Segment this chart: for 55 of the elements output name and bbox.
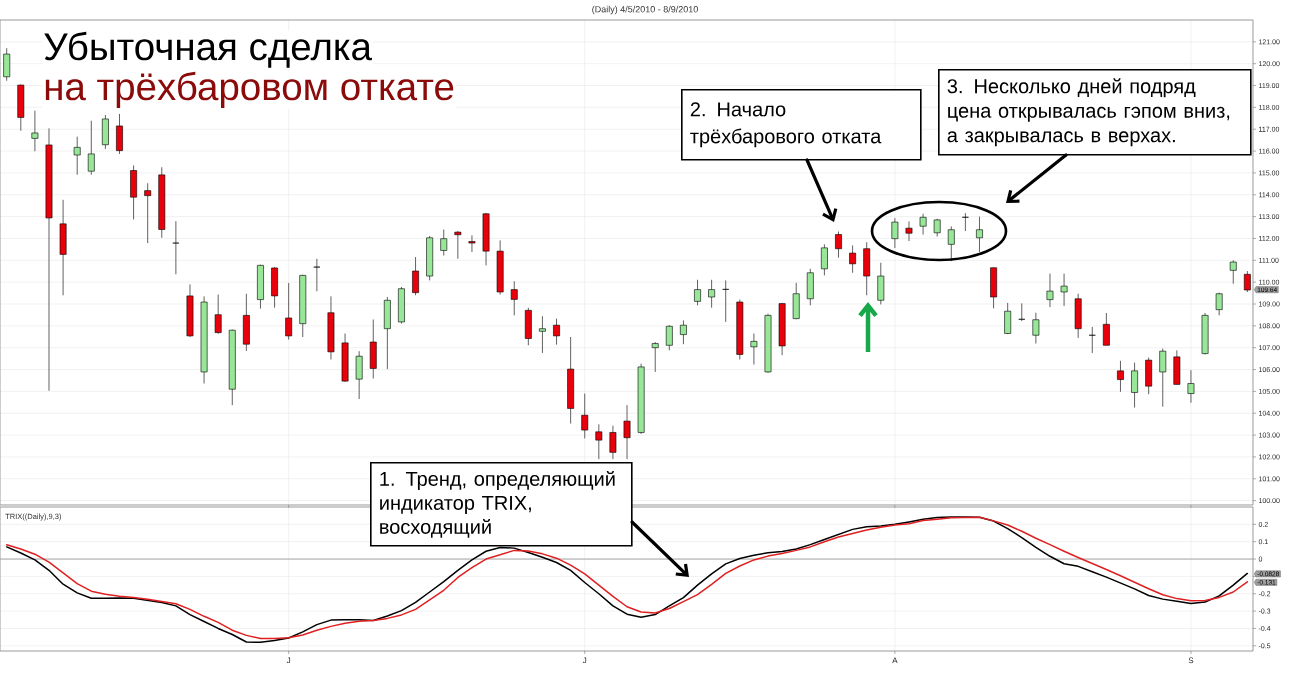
annotation: 1. Тренд, определяющий индикатор TRIX, восходящий bbox=[380, 470, 615, 538]
candlestick bbox=[891, 217, 899, 249]
candlestick bbox=[313, 258, 321, 292]
candlestick bbox=[1102, 312, 1110, 346]
candlestick bbox=[412, 256, 419, 296]
candlestick bbox=[595, 423, 603, 460]
candlestick bbox=[31, 110, 39, 152]
candlestick bbox=[609, 425, 617, 460]
candlestick bbox=[821, 243, 828, 276]
candlestick bbox=[581, 393, 589, 439]
candlestick bbox=[553, 318, 560, 346]
candlestick bbox=[3, 47, 11, 82]
candlestick bbox=[87, 120, 95, 176]
text: на трёхбаровом откате bbox=[45, 71, 454, 108]
candlestick bbox=[708, 279, 716, 309]
candlestick bbox=[1032, 312, 1040, 344]
candlestick bbox=[1046, 273, 1054, 308]
candlestick bbox=[1131, 362, 1138, 409]
candlestick bbox=[73, 136, 81, 176]
candlestick bbox=[539, 315, 546, 354]
candlestick bbox=[1229, 259, 1237, 285]
text: (Daily) 4/5/2010 - 8/9/2010 bbox=[592, 5, 698, 15]
candlestick bbox=[172, 220, 180, 275]
candlestick bbox=[454, 230, 462, 260]
candlestick bbox=[1243, 270, 1251, 293]
x-tick-label: J bbox=[286, 657, 291, 664]
candlestick bbox=[1060, 273, 1068, 307]
candlestick bbox=[214, 294, 222, 335]
candlestick bbox=[355, 350, 363, 400]
candlestick bbox=[665, 324, 673, 351]
candlestick bbox=[680, 319, 687, 345]
candlestick bbox=[623, 404, 631, 460]
candlestick bbox=[651, 341, 659, 373]
candlestick bbox=[905, 220, 913, 242]
annotation: 2. Начало трёхбарового отката bbox=[690, 102, 882, 148]
x-tick-label: J bbox=[582, 657, 587, 664]
candlestick bbox=[694, 279, 701, 306]
candlestick bbox=[849, 245, 856, 274]
candlestick bbox=[1159, 348, 1167, 408]
candlestick bbox=[468, 234, 476, 253]
candlestick bbox=[750, 333, 758, 365]
candlestick bbox=[919, 213, 927, 235]
candlestick bbox=[835, 231, 842, 259]
candlestick bbox=[440, 229, 448, 256]
x-tick-label: S bbox=[1188, 657, 1194, 664]
candlestick bbox=[1004, 302, 1012, 335]
x-tick-label: A bbox=[892, 657, 898, 664]
candlestick bbox=[1187, 369, 1195, 404]
candlestick bbox=[510, 280, 518, 316]
chart-title: Убыточная сделка bbox=[44, 31, 372, 68]
candlestick bbox=[144, 182, 152, 244]
candlestick bbox=[976, 216, 983, 253]
annotation: 3. Несколько дней подряд цена открывалась гэпом вниз, а закрывалась в верхах. bbox=[947, 78, 1230, 147]
candlestick bbox=[1117, 360, 1124, 393]
candlestick bbox=[285, 282, 293, 341]
